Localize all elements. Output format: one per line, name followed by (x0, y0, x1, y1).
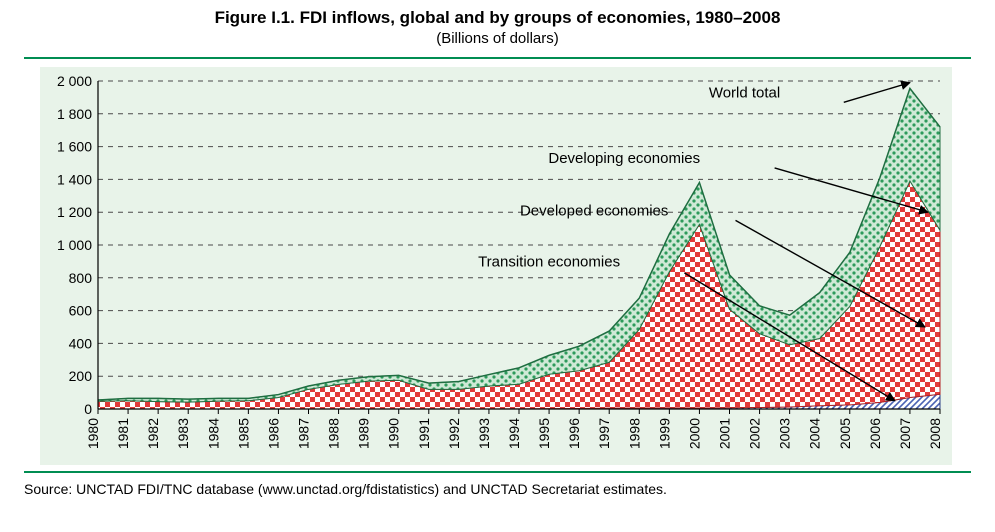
y-tick-label: 1 200 (57, 204, 92, 220)
x-tick-label: 1981 (115, 418, 131, 449)
figure-page: Figure I.1. FDI inflows, global and by g… (0, 0, 995, 532)
y-tick-label: 2 000 (57, 73, 92, 89)
y-tick-label: 1 400 (57, 171, 92, 187)
x-tick-label: 1992 (446, 418, 462, 449)
x-tick-label: 2003 (777, 418, 793, 449)
x-tick-label: 1989 (356, 418, 372, 449)
annotation-label: World total (709, 84, 780, 101)
x-tick-label: 1998 (626, 418, 642, 449)
x-tick-label: 1987 (296, 418, 312, 449)
x-tick-label: 2002 (747, 418, 763, 449)
x-tick-label: 1985 (235, 418, 251, 449)
y-tick-label: 400 (69, 335, 93, 351)
stacked-area-chart: 0 200 400 600 800 1 000 1 200 1 400 1 600 1 800 2 … (40, 67, 952, 465)
x-tick-label: 2000 (686, 418, 702, 449)
x-tick-label: 2005 (837, 418, 853, 449)
x-tick-label: 1993 (476, 418, 492, 449)
x-tick-label: 1983 (175, 418, 191, 449)
x-tick-label: 2004 (807, 418, 823, 449)
y-tick-label: 1 000 (57, 237, 92, 253)
y-tick-label: 600 (69, 303, 93, 319)
annotation-label: Developed economies (520, 202, 668, 219)
y-tick-label: 0 (84, 401, 92, 417)
y-tick-label: 800 (69, 270, 93, 286)
y-tick-label: 200 (69, 368, 93, 384)
x-tick-label: 1991 (416, 418, 432, 449)
y-tick-label: 1 600 (57, 139, 92, 155)
x-tick-label: 1996 (566, 418, 582, 449)
x-tick-label: 1995 (536, 418, 552, 449)
y-tick-label: 1 800 (57, 106, 92, 122)
figure-title: Figure I.1. FDI inflows, global and by g… (24, 8, 971, 28)
chart-frame: 0 200 400 600 800 1 000 1 200 1 400 1 600 1 800 2 … (24, 57, 971, 473)
x-tick-label: 2006 (867, 418, 883, 449)
annotation-label: Transition economies (478, 253, 620, 270)
x-tick-label: 2008 (927, 418, 943, 449)
x-tick-label: 1988 (326, 418, 342, 449)
x-tick-label: 1990 (386, 418, 402, 449)
x-tick-label: 1982 (145, 418, 161, 449)
x-tick-label: 1986 (265, 418, 281, 449)
x-tick-label: 1994 (506, 418, 522, 449)
figure-subtitle: (Billions of dollars) (24, 30, 971, 47)
x-tick-label: 1997 (596, 418, 612, 449)
source-note: Source: UNCTAD FDI/TNC database (www.unc… (24, 481, 971, 497)
x-tick-label: 1999 (656, 418, 672, 449)
x-tick-label: 2007 (897, 418, 913, 449)
x-tick-label: 1984 (205, 418, 221, 449)
annotation-label: Developing economies (548, 150, 700, 167)
x-tick-label: 2001 (717, 418, 733, 449)
x-tick-label: 1980 (85, 418, 101, 449)
